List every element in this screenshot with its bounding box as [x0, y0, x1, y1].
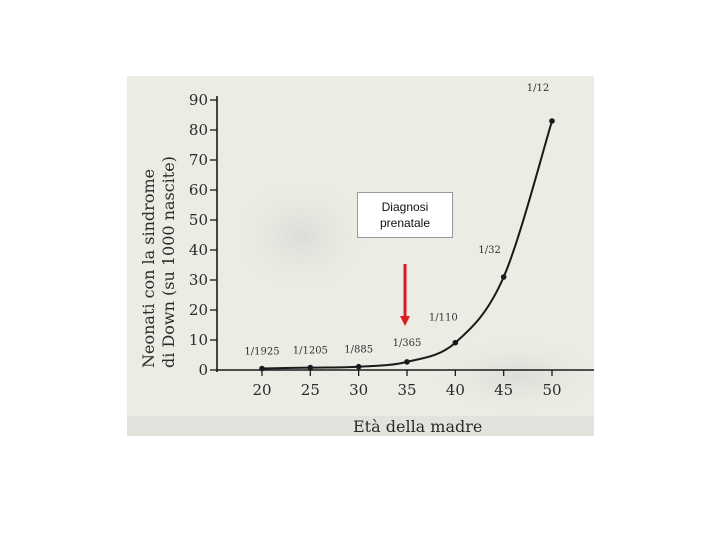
- x-tick-label: 25: [301, 381, 320, 399]
- y-tick-label: 50: [189, 211, 208, 229]
- chart-plot: 0 10 20 30 40 50 60 70 80 90 20 25 30 35 40 45 50 1/192…: [127, 83, 594, 436]
- y-tick-label: 30: [189, 271, 208, 289]
- y-tick-label: 10: [189, 331, 208, 349]
- prenatal-diagnosis-callout: Diagnosi prenatale: [357, 192, 453, 238]
- x-tick-label: 40: [446, 381, 465, 399]
- y-axis-title-line-1: Neonati con la sindrome: [139, 169, 158, 368]
- point-labels: 1/1925 1/1205 1/885 1/365 1/110 1/32 1/12: [244, 83, 549, 358]
- background-texture: [232, 176, 372, 296]
- data-point: [259, 365, 265, 372]
- data-point: [452, 339, 459, 346]
- x-tick-label: 35: [397, 381, 416, 399]
- x-tick-label: 50: [542, 381, 561, 399]
- bottom-fade: [127, 416, 594, 436]
- y-ticks: 0 10 20 30 40 50 60 70 80 90: [189, 91, 217, 379]
- y-tick-label: 70: [189, 151, 208, 169]
- point-label: 1/1925: [244, 347, 279, 358]
- data-point: [500, 274, 507, 280]
- callout-line-1: Diagnosi: [381, 200, 429, 214]
- point-label: 1/365: [393, 338, 422, 349]
- callout-line-2: prenatale: [379, 216, 431, 230]
- data-point: [549, 118, 555, 124]
- data-point: [355, 363, 362, 370]
- y-tick-label: 90: [189, 91, 208, 109]
- y-axis-title-line-2: di Down (su 1000 nascite): [159, 156, 178, 368]
- y-tick-label: 60: [189, 181, 208, 199]
- y-tick-label: 80: [189, 121, 208, 139]
- x-tick-label: 30: [349, 381, 368, 399]
- y-tick-label: 0: [198, 361, 208, 379]
- data-points: [259, 118, 555, 372]
- y-axis-title: Neonati con la sindrome di Down (su 1000…: [139, 156, 178, 368]
- x-tick-label: 20: [252, 381, 271, 399]
- x-tick-label: 45: [494, 381, 513, 399]
- point-label: 1/885: [344, 345, 373, 356]
- point-label: 1/32: [478, 245, 500, 256]
- data-point: [404, 359, 410, 365]
- y-tick-label: 40: [189, 241, 208, 259]
- arrow-head: [400, 316, 410, 326]
- data-point: [307, 364, 314, 371]
- x-axis-title: Età della madre: [353, 417, 482, 436]
- axes: [216, 96, 594, 372]
- arrow-icon: [400, 264, 410, 326]
- background-texture: [427, 336, 594, 416]
- point-label: 1/12: [527, 83, 549, 94]
- y-tick-label: 20: [189, 301, 208, 319]
- x-ticks: 20 25 30 35 40 45 50: [252, 370, 562, 399]
- point-label: 1/1205: [293, 346, 328, 357]
- chart-image: 0 10 20 30 40 50 60 70 80 90 20 25 30 35 40 45 50 1/192…: [127, 76, 594, 436]
- point-label: 1/110: [429, 313, 458, 324]
